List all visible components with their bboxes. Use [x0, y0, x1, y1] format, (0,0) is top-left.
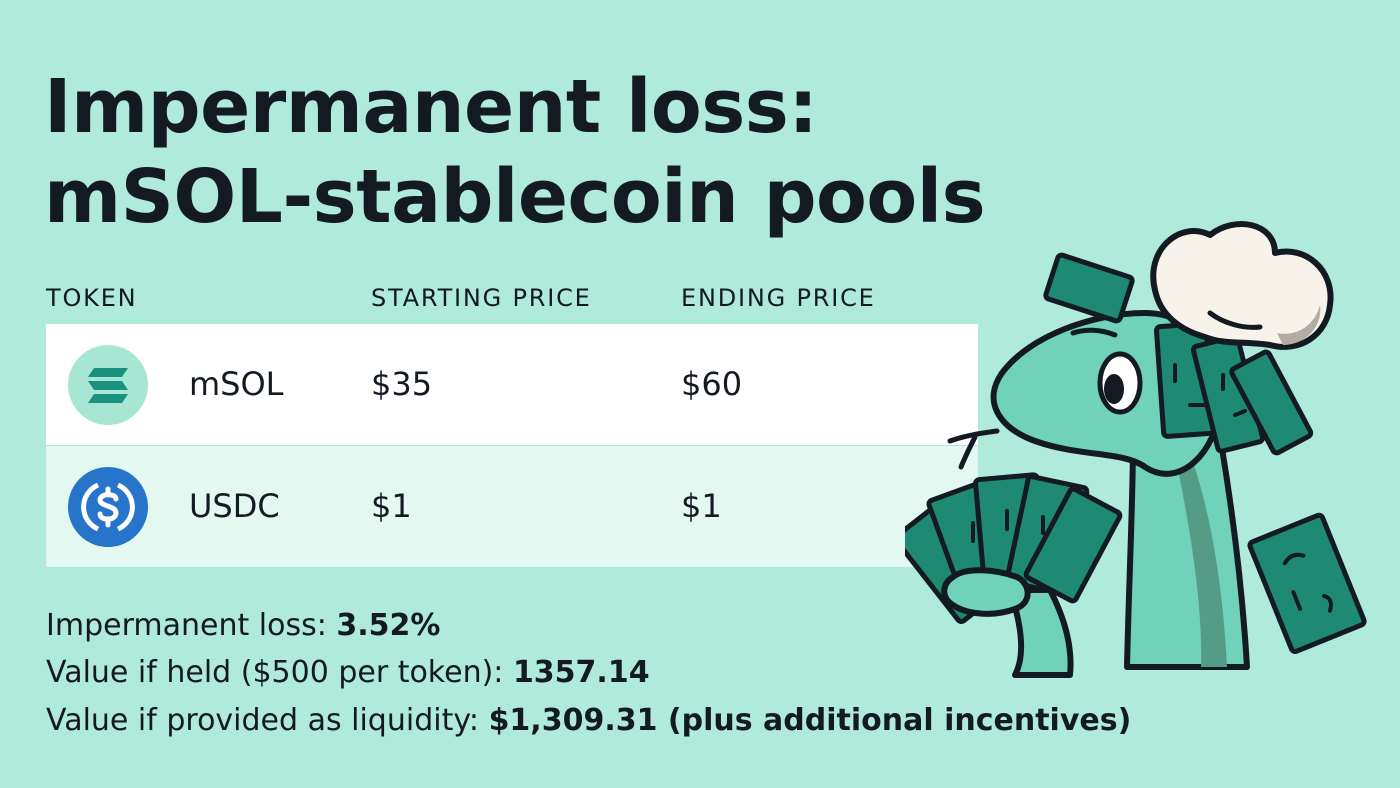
starting-price: $35 [371, 365, 433, 403]
column-header-token: TOKEN [46, 284, 138, 312]
table-row-usdc: USDC $1 $1 [46, 446, 978, 567]
title-line-1: Impermanent loss: [44, 64, 818, 150]
msol-logo-icon [68, 345, 148, 425]
column-header-ending-price: ENDING PRICE [681, 284, 876, 312]
value-if-held-label: Value if held ($500 per token): [46, 655, 513, 690]
token-name: mSOL [189, 365, 284, 403]
mascot-fist [941, 567, 1031, 617]
title-line-2: mSOL-stablecoin pools [44, 154, 986, 240]
impermanent-loss-line: Impermanent loss: 3.52% [46, 608, 440, 643]
value-if-liquidity-line: Value if provided as liquidity: $1,309.3… [46, 703, 1131, 738]
headband-bills [1043, 252, 1314, 456]
value-if-liquidity-label: Value if provided as liquidity: [46, 703, 489, 738]
value-if-liquidity-value: $1,309.31 (plus additional incentives) [488, 703, 1132, 738]
chef-hat [1150, 221, 1334, 350]
starting-price: $1 [371, 487, 412, 525]
ending-price: $1 [681, 487, 722, 525]
value-if-held-line: Value if held ($500 per token): 1357.14 [46, 655, 650, 690]
floating-bill [1247, 512, 1367, 654]
impermanent-loss-label: Impermanent loss: [46, 608, 337, 643]
column-header-starting-price: STARTING PRICE [371, 284, 592, 312]
page-title: Impermanent loss: mSOL-stablecoin pools [44, 62, 986, 242]
token-name: USDC [189, 487, 280, 525]
table-row-msol: mSOL $35 $60 [46, 324, 978, 445]
mascot-illustration [905, 221, 1367, 678]
ending-price: $60 [681, 365, 743, 403]
impermanent-loss-value: 3.52% [336, 608, 441, 643]
usdc-logo-icon [68, 467, 148, 547]
value-if-held-value: 1357.14 [512, 655, 650, 690]
